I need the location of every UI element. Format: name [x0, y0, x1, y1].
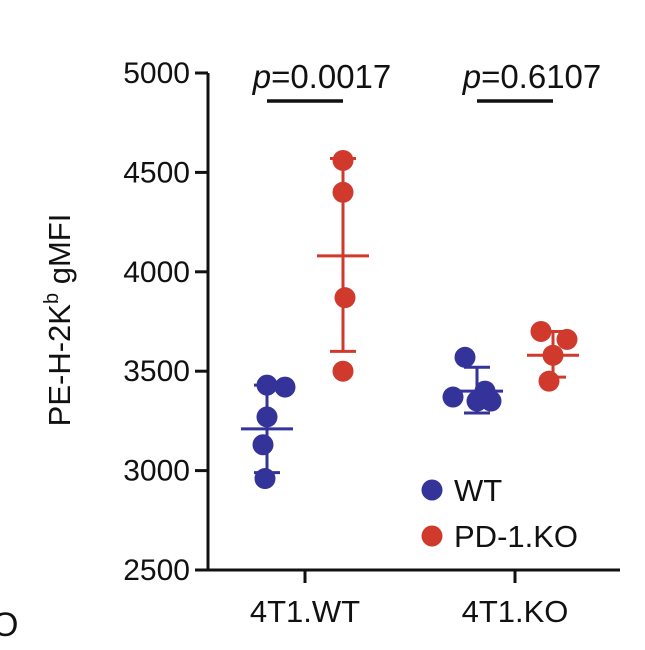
- y-tick-label: 4500: [123, 156, 190, 189]
- data-point: [538, 370, 560, 392]
- legend: WT PD-1.KO: [421, 473, 578, 554]
- annotations: p=0.0017 p=0.6107: [252, 58, 602, 103]
- y-axis-title: PE-H-2Kb gMFI: [41, 214, 77, 427]
- data-point: [274, 376, 296, 398]
- y-tick-label: 5000: [123, 57, 190, 90]
- panel-letter: O: [0, 606, 18, 644]
- legend-label: WT: [454, 473, 502, 508]
- y-tick-label: 2500: [123, 554, 190, 587]
- legend-marker: [421, 479, 443, 501]
- marks: [241, 149, 579, 490]
- y-tick-label: 3500: [123, 355, 190, 388]
- legend-marker: [421, 525, 443, 547]
- data-point: [454, 346, 476, 368]
- y-axis-title-main: PE-H-2K: [42, 304, 77, 427]
- axes: 2500 3000 3500 4000 4500 5000 4T1.WT 4T1.KO: [123, 57, 620, 629]
- x-category-label: 4T1.KO: [462, 594, 569, 629]
- legend-label: PD-1.KO: [454, 519, 578, 554]
- p-value-label: p=0.6107: [462, 58, 602, 95]
- y-axis-title-sup: b: [41, 293, 63, 304]
- y-axis-title-rest: gMFI: [42, 214, 77, 293]
- y-tick-label: 3000: [123, 455, 190, 488]
- data-point: [332, 360, 354, 382]
- y-tick-label: 4000: [123, 256, 190, 289]
- data-point: [334, 287, 356, 309]
- data-point: [556, 328, 578, 350]
- data-point: [252, 434, 274, 456]
- p-value-label: p=0.0017: [252, 58, 392, 95]
- x-category-label: 4T1.WT: [250, 594, 360, 629]
